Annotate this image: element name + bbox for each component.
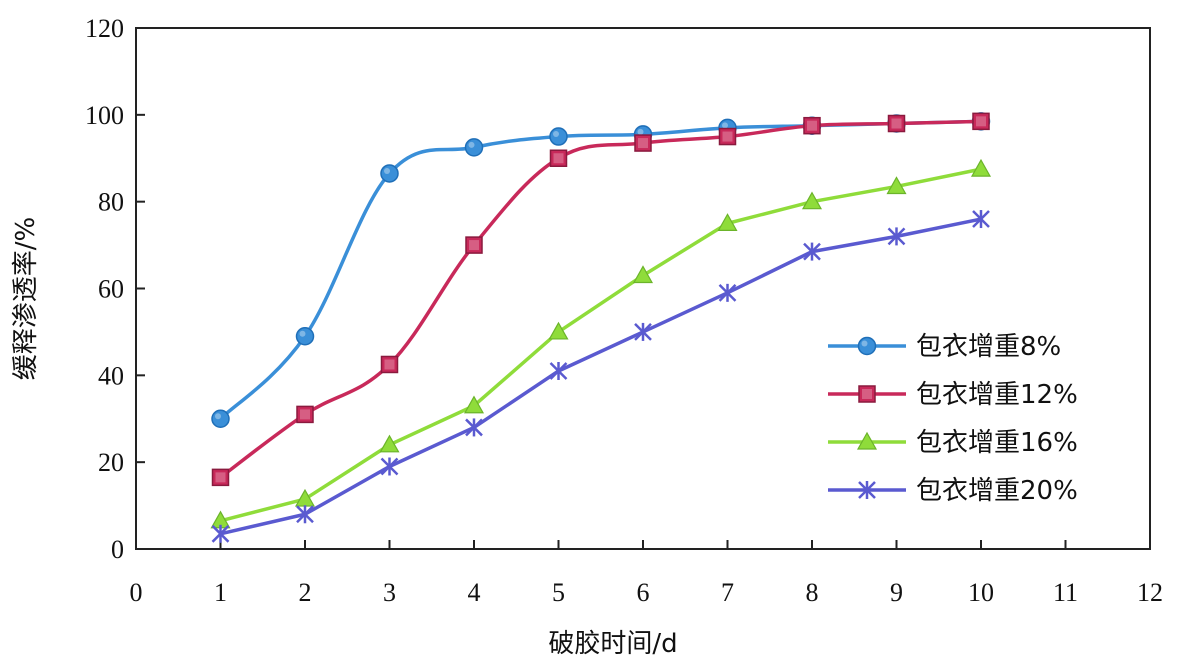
x-tick-label: 6 (637, 578, 650, 607)
legend-item: 包衣增重12% (828, 380, 1078, 410)
x-axis-title: 破胶时间/d (548, 629, 677, 659)
plot-border (135, 27, 1151, 550)
legend-label: 包衣增重20% (916, 476, 1078, 506)
data-point (887, 114, 906, 133)
data-point (634, 322, 652, 341)
legend-marker (858, 385, 876, 403)
x-axis-ticks: 0 1 2 3 4 5 6 7 8 9 10 11 12 (130, 540, 1163, 607)
data-point (970, 158, 992, 177)
data-point (464, 138, 484, 157)
x-tick-label: 4 (468, 578, 481, 607)
data-point (379, 434, 400, 453)
data-point (634, 134, 652, 152)
data-point (886, 176, 907, 195)
series-2 (211, 112, 990, 487)
data-point (632, 265, 654, 284)
plot-frame (135, 27, 1151, 550)
series-line (220, 217, 982, 536)
x-tick-label: 5 (552, 578, 565, 607)
legend-item: 包衣增重20% (828, 476, 1078, 506)
data-point (465, 236, 483, 254)
series-layer (210, 112, 992, 543)
y-tick-label: 0 (111, 535, 124, 564)
data-point (972, 112, 990, 131)
data-point (803, 242, 821, 261)
data-point (296, 505, 314, 524)
legend-label: 包衣增重12% (916, 380, 1078, 410)
data-point (972, 210, 990, 229)
y-axis-title: 缓释渗透率/% (11, 217, 41, 380)
y-tick-label: 60 (98, 275, 124, 304)
data-point (549, 361, 568, 380)
legend-item: 包衣增重16% (828, 428, 1078, 458)
data-point (296, 405, 314, 424)
x-tick-label: 7 (721, 578, 734, 607)
x-tick-label: 1 (214, 578, 227, 607)
x-tick-label: 12 (1137, 578, 1163, 607)
series-line (220, 167, 982, 523)
series-3 (210, 158, 992, 529)
data-point (718, 283, 737, 302)
data-point (294, 488, 316, 507)
data-point (465, 418, 483, 437)
data-point (803, 116, 821, 135)
y-tick-label: 100 (85, 101, 124, 130)
y-axis-ticks: 0 20 40 60 80 100 120 (85, 14, 145, 564)
x-tick-label: 0 (130, 578, 143, 607)
data-point (801, 191, 823, 210)
y-tick-label: 20 (98, 448, 124, 477)
series-4 (211, 210, 990, 543)
data-point (718, 127, 737, 146)
legend-item: 包衣增重8% (828, 332, 1061, 362)
x-tick-label: 8 (806, 578, 819, 607)
legend-marker (858, 481, 876, 499)
x-tick-label: 10 (968, 578, 994, 607)
y-tick-label: 80 (98, 188, 124, 217)
legend-marker (856, 431, 878, 450)
data-point (548, 321, 569, 340)
legend-marker (857, 336, 877, 356)
data-point (380, 457, 399, 476)
data-point (211, 468, 230, 487)
series-line (219, 119, 982, 421)
x-tick-label: 9 (890, 578, 903, 607)
data-point (549, 127, 568, 146)
data-point (295, 327, 315, 346)
legend: 包衣增重8% 包衣增重12% 包衣增重16% 包衣增重20% (828, 332, 1078, 506)
legend-label: 包衣增重16% (916, 428, 1078, 458)
x-tick-label: 2 (299, 578, 312, 607)
data-point (463, 395, 485, 414)
data-point (211, 409, 230, 428)
data-point (380, 355, 399, 374)
series-line (219, 119, 982, 479)
y-tick-label: 120 (85, 14, 124, 43)
x-tick-label: 11 (1053, 578, 1078, 607)
legend-label: 包衣增重8% (916, 332, 1061, 362)
data-point (549, 149, 568, 167)
data-point (380, 164, 399, 183)
data-point (887, 227, 906, 246)
data-point (211, 524, 230, 543)
data-point (717, 213, 738, 231)
series-1 (211, 112, 991, 428)
x-tick-label: 3 (383, 578, 396, 607)
y-tick-label: 40 (98, 361, 124, 390)
